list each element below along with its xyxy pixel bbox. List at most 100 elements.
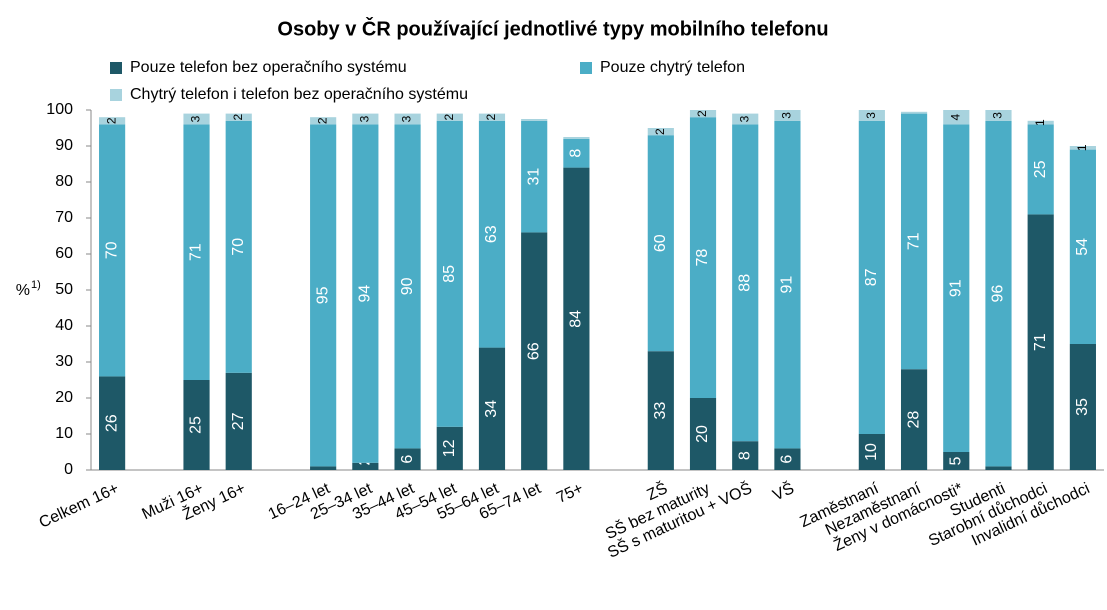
bar-segment xyxy=(732,441,759,470)
data-label: 78 xyxy=(694,249,711,267)
bar-segment xyxy=(563,167,590,470)
data-label: 70 xyxy=(103,241,120,259)
data-label: 35 xyxy=(1074,398,1091,416)
data-label: 33 xyxy=(652,402,669,420)
y-axis-label: % xyxy=(16,282,30,299)
bar-segment xyxy=(858,120,885,435)
data-label: 12 xyxy=(441,439,458,457)
data-label: 3 xyxy=(991,112,1005,119)
bar-segment xyxy=(225,113,252,121)
y-tick-label: 30 xyxy=(55,353,73,370)
data-label: 2 xyxy=(315,117,329,124)
data-label: 3 xyxy=(358,115,372,122)
x-tick-label: VŠ xyxy=(770,478,797,504)
bar-segment xyxy=(436,113,463,121)
bar-segment xyxy=(394,448,421,470)
data-label: 2 xyxy=(104,117,118,124)
data-label: 8 xyxy=(568,149,585,158)
y-tick-label: 10 xyxy=(55,425,73,442)
y-tick-label: 80 xyxy=(55,173,73,190)
data-label: 1 xyxy=(1033,119,1047,126)
data-label: 54 xyxy=(1074,238,1091,256)
data-label: 66 xyxy=(525,342,542,360)
bar-segment xyxy=(647,135,674,352)
data-label: 70 xyxy=(230,238,247,256)
data-label: 71 xyxy=(188,243,205,261)
bar-segment xyxy=(183,113,210,125)
legend-label: Pouze telefon bez operačního systému xyxy=(130,59,407,76)
data-label: 8 xyxy=(736,451,753,460)
data-label: 1 xyxy=(1075,144,1089,151)
data-label: 2 xyxy=(653,128,667,135)
y-tick-label: 40 xyxy=(55,317,73,334)
data-label: 60 xyxy=(652,234,669,252)
data-label: 6 xyxy=(399,455,416,464)
bar-segment xyxy=(183,380,210,470)
legend-label: Chytrý telefon i telefon bez operačního … xyxy=(130,86,468,103)
bar-segment xyxy=(1027,214,1054,470)
bar-segment xyxy=(394,113,421,125)
bar-segment xyxy=(310,117,337,125)
data-label: 87 xyxy=(863,268,880,286)
data-label: 28 xyxy=(905,411,922,429)
x-tick-label: Celkem 16+ xyxy=(37,480,122,532)
bar-segment xyxy=(1069,149,1096,344)
y-tick-label: 50 xyxy=(55,281,73,298)
bar-segment xyxy=(900,113,928,370)
bar-segment xyxy=(943,110,970,125)
data-label: 3 xyxy=(780,112,794,119)
data-label: 95 xyxy=(314,286,331,304)
bar-segment xyxy=(900,111,928,114)
bar-segment xyxy=(521,120,548,233)
data-label: 5 xyxy=(947,456,964,465)
bar-segment xyxy=(310,466,337,470)
bar-segment xyxy=(99,376,126,470)
bar-segment xyxy=(563,138,590,168)
data-label: 90 xyxy=(399,277,416,295)
bar-segment xyxy=(183,124,210,381)
legend-swatch xyxy=(580,62,592,74)
chart-title: Osoby v ČR používající jednotlivé typy m… xyxy=(277,16,828,40)
bar-segment xyxy=(225,372,252,470)
y-tick-label: 100 xyxy=(46,101,73,118)
bar-segment xyxy=(647,351,674,470)
data-label: 10 xyxy=(863,443,880,461)
data-label: 2 xyxy=(442,114,456,121)
bar-segment xyxy=(478,113,506,121)
data-label: 88 xyxy=(736,274,753,292)
bar-segment xyxy=(858,434,885,470)
bar-segment xyxy=(436,120,463,427)
bar-segment xyxy=(563,137,590,139)
bar-segment xyxy=(985,466,1012,470)
bar-segment xyxy=(99,124,126,377)
bar-segment xyxy=(352,113,379,125)
data-label: 91 xyxy=(779,276,796,294)
data-label: 3 xyxy=(189,115,203,122)
data-label: 6 xyxy=(779,455,796,464)
data-label: 85 xyxy=(441,265,458,283)
data-label: 31 xyxy=(525,168,542,186)
bar-segment xyxy=(225,120,252,373)
bar-segment xyxy=(732,113,759,125)
data-label: 26 xyxy=(103,414,120,432)
bar-segment xyxy=(1027,124,1054,215)
bar-segment xyxy=(1069,146,1096,150)
data-label: 2 xyxy=(231,114,245,121)
data-label: 84 xyxy=(568,310,585,328)
bar-segment xyxy=(774,448,801,470)
bar-segment xyxy=(985,120,1012,467)
data-label: 27 xyxy=(230,412,247,430)
bar-segment xyxy=(985,110,1012,121)
bar-segment xyxy=(689,110,717,118)
legend-swatch xyxy=(110,89,122,101)
bar-segment xyxy=(521,119,548,121)
bar-segment xyxy=(436,426,463,470)
x-tick-label: 75+ xyxy=(554,480,586,507)
data-label: 71 xyxy=(1032,333,1049,351)
bar-segment xyxy=(689,398,717,470)
data-label: 2 xyxy=(695,110,709,117)
y-tick-label: 60 xyxy=(55,245,73,262)
y-tick-label: 20 xyxy=(55,389,73,406)
y-tick-label: 0 xyxy=(64,461,73,478)
